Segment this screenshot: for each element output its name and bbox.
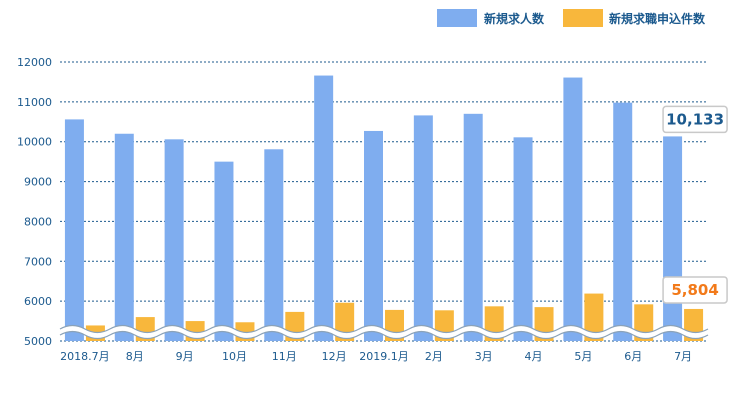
- axis-break-line-bottom: [59, 330, 709, 340]
- x-tick-label: 2月: [425, 350, 443, 363]
- y-axis-ticks: 5000 6000 7000 8000 9000 10000 11000 12000: [17, 56, 52, 348]
- legend-label: 新規求人数: [484, 11, 545, 26]
- y-tick-label: 12000: [17, 56, 52, 69]
- x-tick-label: 5月: [574, 350, 592, 363]
- bar-job-openings: [164, 139, 184, 341]
- y-tick-label: 6000: [24, 295, 52, 308]
- y-tick-label: 10000: [17, 136, 52, 149]
- bar-job-openings: [563, 77, 583, 342]
- gridlines: [60, 61, 708, 342]
- callout-box: [662, 105, 728, 134]
- x-axis-ticks: 2018.7月 8月 9月 10月 11月 12月 2019.1月 2月 3月 4月 5月 6月 7月: [60, 350, 692, 363]
- axis-break: [59, 324, 709, 340]
- y-tick-label: 8000: [24, 215, 52, 228]
- bar-job-openings: [513, 137, 533, 341]
- x-tick-label: 2018.7月: [60, 350, 110, 363]
- bar-job-openings: [64, 119, 84, 341]
- bar-job-openings: [663, 136, 683, 341]
- bar-job-openings: [114, 133, 134, 341]
- bar-job-openings: [613, 102, 633, 341]
- legend: 新規求人数 新規求職申込件数: [437, 9, 706, 27]
- x-tick-label: 3月: [475, 350, 493, 363]
- x-tick-label: 11月: [272, 350, 297, 363]
- x-tick-label: 6月: [624, 350, 642, 363]
- legend-swatch: [563, 9, 603, 27]
- y-tick-label: 9000: [24, 176, 52, 189]
- x-tick-label: 4月: [525, 350, 543, 363]
- x-tick-label: 8月: [126, 350, 144, 363]
- bar-job-openings: [364, 130, 383, 341]
- bar-job-applications: [584, 293, 604, 341]
- data-label: 5,804: [671, 281, 718, 299]
- y-tick-label: 11000: [17, 96, 52, 109]
- x-tick-label: 12月: [322, 350, 347, 363]
- bar-job-openings: [214, 161, 234, 341]
- bar-job-openings: [413, 115, 433, 341]
- x-tick-label: 9月: [176, 350, 194, 363]
- x-tick-label: 2019.1月: [359, 350, 409, 363]
- y-tick-label: 7000: [24, 255, 52, 268]
- axis-break-band: [60, 325, 708, 339]
- bar-job-openings: [264, 149, 284, 341]
- legend-label: 新規求職申込件数: [609, 11, 706, 26]
- callouts: 10,133 5,804: [662, 105, 728, 304]
- legend-swatch: [437, 9, 477, 27]
- data-label: 10,133: [666, 110, 724, 128]
- y-tick-label: 5000: [24, 335, 52, 348]
- x-tick-label: 7月: [674, 350, 692, 363]
- callout-box: [662, 276, 728, 304]
- axis-break-line-top: [59, 324, 709, 334]
- bar-job-openings: [463, 113, 483, 341]
- x-tick-label: 10月: [222, 350, 247, 363]
- bar-job-openings: [314, 75, 334, 342]
